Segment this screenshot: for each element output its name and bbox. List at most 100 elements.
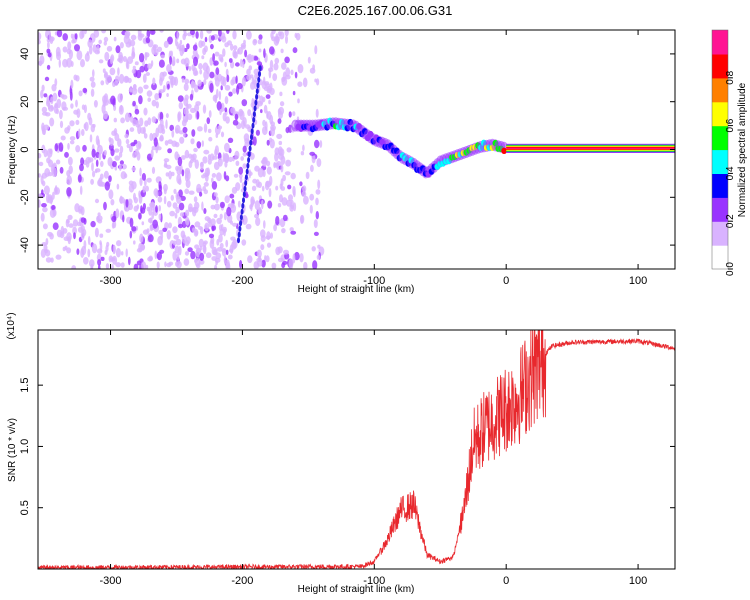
noise-blob bbox=[59, 109, 63, 120]
noise-blob bbox=[265, 94, 271, 99]
noise-blob bbox=[164, 140, 169, 146]
noise-blob bbox=[219, 213, 223, 220]
noise-blob bbox=[132, 65, 136, 70]
noise-blob bbox=[147, 234, 154, 243]
noise-blob bbox=[87, 248, 91, 258]
noise-blob bbox=[75, 119, 80, 125]
noise-blob bbox=[282, 174, 286, 182]
noise-blob bbox=[203, 70, 210, 80]
noise-blob bbox=[216, 239, 220, 246]
noise-blob bbox=[216, 172, 222, 182]
noise-blob bbox=[215, 67, 220, 76]
noise-blob bbox=[90, 178, 94, 185]
noise-blob bbox=[175, 206, 180, 214]
y-axis-label: SNR (10 * v/v) bbox=[7, 418, 18, 482]
noise-blob bbox=[183, 107, 189, 115]
noise-blob bbox=[263, 48, 266, 59]
noise-blob bbox=[175, 127, 179, 134]
noise-blob bbox=[247, 171, 253, 177]
noise-blob bbox=[98, 152, 102, 161]
noise-blob bbox=[38, 199, 41, 208]
noise-blob bbox=[230, 43, 234, 51]
noise-blob bbox=[199, 252, 205, 261]
noise-blob bbox=[314, 78, 317, 83]
noise-blob bbox=[184, 251, 190, 256]
noise-blob bbox=[310, 164, 314, 172]
noise-blob bbox=[288, 194, 293, 202]
noise-blob bbox=[202, 104, 207, 114]
noise-blob bbox=[71, 39, 76, 44]
noise-blob bbox=[132, 100, 136, 107]
noise-blob bbox=[97, 212, 101, 217]
noise-blob bbox=[294, 251, 300, 261]
noise-blob bbox=[111, 161, 117, 168]
noise-blob bbox=[260, 109, 263, 114]
noise-blob bbox=[72, 226, 77, 235]
noise-blob bbox=[208, 136, 213, 142]
noise-blob bbox=[179, 39, 183, 45]
noise-blob bbox=[133, 263, 139, 269]
noise-blob bbox=[97, 264, 101, 269]
noise-blob bbox=[104, 181, 111, 191]
noise-blob bbox=[184, 78, 190, 85]
noise-blob bbox=[289, 204, 295, 212]
noise-blob bbox=[182, 126, 188, 134]
noise-blob bbox=[300, 151, 305, 156]
noise-blob bbox=[84, 30, 87, 35]
noise-blob bbox=[232, 30, 237, 40]
noise-blob bbox=[178, 189, 183, 198]
noise-blob bbox=[76, 50, 83, 61]
noise-blob bbox=[42, 206, 48, 213]
noise-blob bbox=[165, 119, 168, 129]
streak-blob bbox=[257, 76, 261, 83]
colorbar-segment bbox=[712, 53, 728, 79]
noise-blob bbox=[242, 61, 245, 69]
noise-blob bbox=[128, 256, 131, 266]
noise-blob bbox=[176, 58, 180, 64]
noise-blob bbox=[129, 127, 135, 132]
noise-blob bbox=[213, 213, 218, 219]
noise-blob bbox=[50, 104, 54, 111]
noise-blob bbox=[177, 95, 184, 102]
noise-blob bbox=[116, 183, 120, 190]
noise-blob bbox=[118, 105, 124, 115]
streak-blob bbox=[256, 82, 260, 89]
y-tick-label: -40 bbox=[19, 237, 31, 253]
noise-blob bbox=[41, 203, 47, 208]
y-tick-label: -20 bbox=[19, 189, 31, 205]
noise-blob bbox=[89, 259, 95, 268]
noise-blob bbox=[179, 136, 185, 144]
noise-blob bbox=[62, 106, 69, 111]
noise-blob bbox=[56, 229, 63, 238]
noise-blob bbox=[156, 146, 162, 151]
noise-blob bbox=[198, 63, 203, 70]
noise-blob bbox=[111, 130, 117, 136]
noise-blob bbox=[303, 195, 309, 205]
noise-blob bbox=[299, 253, 304, 263]
noise-blob bbox=[104, 51, 110, 62]
noise-blob bbox=[56, 51, 61, 61]
noise-blob bbox=[170, 194, 174, 201]
noise-blob bbox=[55, 159, 61, 165]
noise-blob bbox=[163, 158, 170, 163]
noise-blob bbox=[51, 84, 57, 92]
noise-blob bbox=[222, 48, 226, 57]
noise-blob bbox=[278, 106, 285, 115]
noise-blob bbox=[276, 133, 283, 140]
noise-blob bbox=[128, 183, 135, 193]
noise-blob bbox=[47, 172, 53, 177]
ridge-blob bbox=[501, 147, 507, 154]
noise-blob bbox=[73, 109, 79, 115]
noise-blob bbox=[315, 211, 319, 220]
noise-blob bbox=[111, 255, 118, 265]
noise-blob bbox=[269, 175, 273, 186]
noise-blob bbox=[198, 238, 204, 248]
noise-blob bbox=[271, 262, 277, 269]
noise-blob bbox=[156, 251, 162, 261]
noise-blob bbox=[212, 155, 218, 160]
noise-blob bbox=[103, 36, 109, 42]
noise-blob bbox=[134, 61, 139, 66]
noise-blob bbox=[103, 110, 108, 120]
noise-blob bbox=[139, 65, 145, 73]
noise-blob bbox=[80, 217, 86, 223]
